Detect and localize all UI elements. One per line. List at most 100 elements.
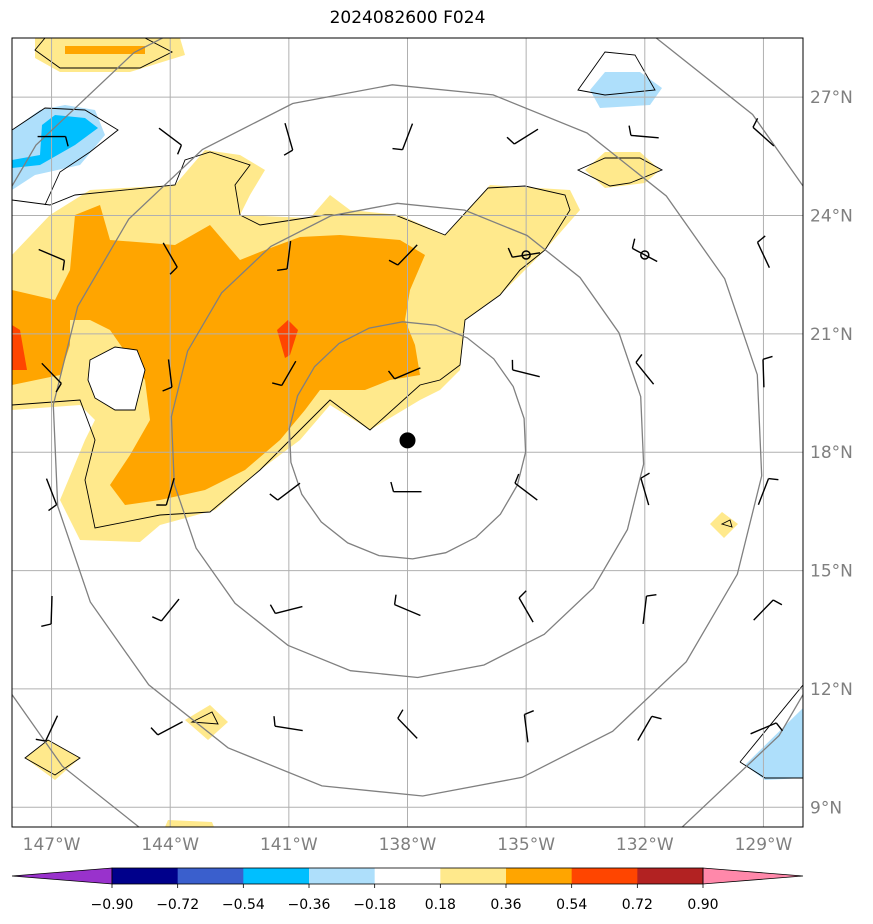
longitude-labels: 147°W 144°W 141°W 138°W 135°W 132°W 129°W: [23, 835, 793, 855]
wind-barb: [514, 473, 538, 501]
lat-lon-grid: [12, 38, 803, 827]
wind-barb: [392, 123, 414, 151]
colorbar-tick-label: 0.36: [490, 897, 521, 913]
colorbar-segment: [374, 868, 441, 884]
wind-barb: [762, 355, 773, 388]
wind-barb: [750, 722, 784, 735]
storm-center-marker: [399, 432, 416, 449]
wind-barb: [273, 716, 303, 732]
wind-barb: [156, 478, 175, 506]
wind-barb: [752, 117, 775, 147]
wind-barb: [511, 359, 540, 378]
fill-red-spot-1: [277, 320, 298, 358]
wind-barb: [507, 247, 541, 258]
wind-barb: [272, 360, 297, 387]
wind-barb: [41, 595, 53, 627]
fill-se-blue: [745, 708, 803, 780]
fill-top-orange: [65, 46, 145, 54]
ring-marker: [521, 250, 531, 260]
wind-barb: [38, 248, 66, 271]
lat-label: 24°N: [810, 207, 853, 227]
contour-se: [739, 684, 803, 763]
colorbar-tick-label: −0.54: [222, 897, 265, 913]
colorbar-tick-label: −0.72: [156, 897, 199, 913]
wind-barb: [756, 235, 771, 268]
range-ring: [288, 321, 527, 560]
fill-e-yellow: [585, 152, 660, 188]
colorbar-tick-label: 0.18: [425, 897, 456, 913]
wind-barb: [635, 353, 655, 385]
wind-barb: [269, 482, 301, 501]
map-frame: [11, 37, 804, 828]
wind-barb: [277, 241, 292, 271]
range-ring: [170, 202, 645, 679]
wind-barb: [150, 721, 183, 736]
wind-barb: [518, 590, 534, 623]
wind-barb: [642, 594, 657, 624]
wind-barb: [162, 242, 178, 275]
wind-barb: [631, 238, 658, 263]
wind-barb: [45, 478, 58, 512]
fill-yellow-spot-2: [185, 705, 228, 740]
lat-label: 12°N: [810, 680, 853, 700]
lon-label: 144°W: [141, 835, 199, 855]
wind-barb: [269, 604, 303, 615]
wind-barb: [523, 710, 534, 743]
lon-label: 138°W: [379, 835, 437, 855]
contour-blue-patch: [12, 107, 119, 206]
wind-barb: [628, 125, 659, 139]
fill-ne-blue: [590, 72, 662, 108]
lon-label: 135°W: [497, 835, 555, 855]
wind-barb: [387, 367, 421, 380]
contour-hole: [87, 346, 146, 411]
wind-barb: [397, 709, 418, 739]
contour-e: [576, 157, 664, 187]
wind-barb: [41, 362, 62, 393]
wind-barb: [152, 598, 180, 622]
fill-main-orange: [12, 205, 425, 505]
contour-spot-2: [190, 711, 219, 725]
lat-label: 27°N: [810, 88, 853, 108]
fill-blue-patch-dark: [12, 115, 98, 168]
lat-label: 18°N: [810, 443, 853, 463]
wind-barb: [283, 123, 294, 156]
wind-barb: [35, 715, 59, 742]
colorbar-segment: [440, 868, 507, 884]
wind-barb: [506, 128, 539, 145]
lat-label: 21°N: [810, 325, 853, 345]
colorbar-min-extend: [11, 867, 113, 885]
contour-spot-1: [720, 519, 733, 528]
colorbar-segment: [637, 868, 704, 884]
colorbar-tick-label: −0.18: [353, 897, 396, 913]
colorbar-tick-label: 0.90: [687, 897, 718, 913]
fill-yellow-spot-4: [165, 820, 214, 827]
contour-top: [34, 38, 173, 69]
wind-barb: [637, 715, 662, 741]
range-ring: [52, 84, 763, 797]
lon-label: 132°W: [616, 835, 674, 855]
colorbar-max-extend: [702, 867, 804, 885]
wind-barb: [388, 244, 418, 266]
colorbar-segment: [177, 868, 244, 884]
wind-barb: [37, 135, 69, 147]
colorbar: −0.90 −0.72 −0.54 −0.36 −0.18 0.18 0.36 0.54 0.7…: [11, 867, 804, 913]
map-title: 2024082600 F024: [329, 8, 486, 28]
markers: [399, 250, 650, 449]
colorbar-tick-label: −0.90: [91, 897, 134, 913]
colorbar-segment: [506, 868, 573, 884]
wind-barb: [393, 594, 421, 617]
contour-sw: [24, 739, 81, 776]
ring-marker: [640, 250, 650, 260]
colorbar-segment: [243, 868, 310, 884]
colorbar-segment: [571, 868, 638, 884]
wind-barb: [757, 477, 779, 505]
lon-label: 141°W: [260, 835, 318, 855]
lat-label: 15°N: [810, 562, 853, 582]
colorbar-tick-label: 0.54: [556, 897, 587, 913]
colorbar-tick-label: −0.36: [288, 897, 331, 913]
colorbar-frame: [111, 867, 704, 885]
